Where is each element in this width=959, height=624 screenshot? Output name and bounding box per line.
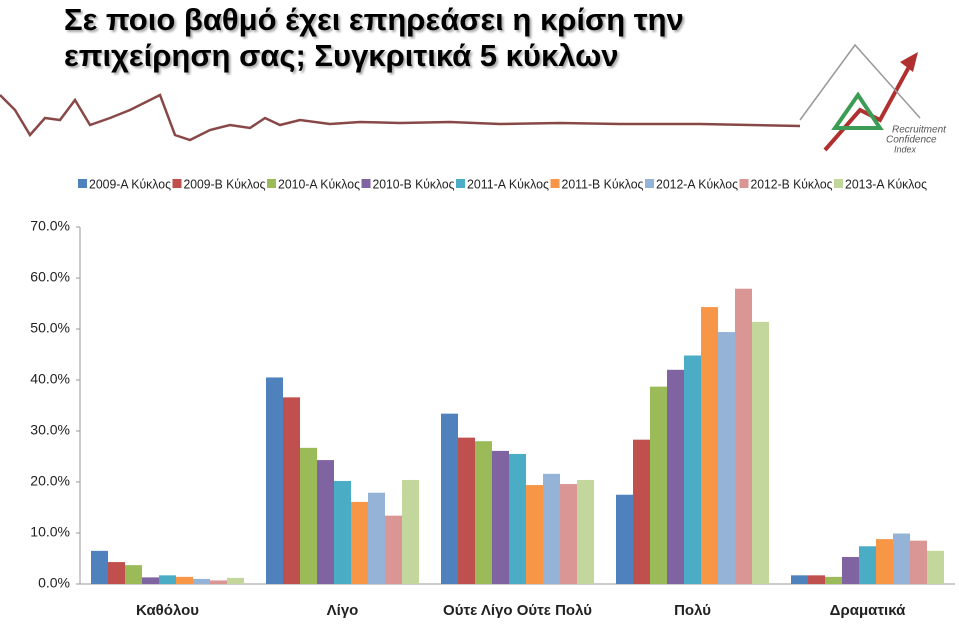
y-tick-label: 10.0%	[30, 524, 70, 540]
bar	[91, 550, 108, 584]
legend-label: 2011-Α Κύκλος	[467, 176, 549, 191]
bar	[560, 484, 577, 584]
bar	[543, 473, 560, 584]
legend-swatch	[550, 179, 560, 188]
bar	[577, 479, 594, 584]
bar	[684, 355, 701, 584]
bar	[616, 494, 633, 584]
bar	[475, 441, 492, 584]
bar	[441, 413, 458, 584]
bar	[492, 450, 509, 584]
legend-swatch	[78, 179, 87, 188]
x-tick-label: Ούτε Λίγο Ούτε Πολύ	[443, 602, 592, 619]
bar	[650, 386, 667, 584]
bar	[266, 377, 283, 584]
bar	[876, 539, 893, 584]
bar	[752, 321, 769, 584]
bar	[108, 562, 125, 584]
bar	[334, 480, 351, 584]
bar	[825, 576, 842, 584]
legend-swatch	[645, 179, 654, 188]
bar	[791, 575, 808, 584]
legend-label: 2009-Β Κύκλος	[184, 176, 266, 191]
bar	[300, 447, 317, 584]
x-tick-label: Δραματικά	[830, 602, 906, 619]
legend-swatch	[739, 179, 749, 188]
y-tick-label: 50.0%	[30, 320, 70, 336]
bar	[210, 580, 227, 584]
x-tick-label: Λίγο	[327, 602, 359, 619]
legend-label: 2010-Β Κύκλος	[373, 176, 455, 191]
bar	[859, 546, 876, 584]
bar	[176, 576, 193, 584]
bar	[701, 307, 718, 584]
decorative-line	[0, 93, 801, 142]
logo-triangle	[831, 91, 884, 130]
bar	[227, 577, 244, 584]
bar	[927, 550, 944, 584]
bar	[317, 460, 334, 584]
y-tick-label: 60.0%	[30, 269, 70, 285]
bar	[402, 479, 419, 584]
bar	[283, 397, 300, 584]
y-tick-label: 70.0%	[30, 218, 70, 234]
bar	[735, 288, 752, 584]
bar	[351, 501, 368, 584]
legend-label: 2009-Α Κύκλος	[89, 176, 171, 191]
legend-label: 2010-Α Κύκλος	[278, 176, 360, 191]
bar	[458, 437, 475, 584]
legend-label: 2012-Β Κύκλος	[751, 176, 833, 191]
bar	[893, 533, 910, 584]
legend-swatch	[172, 179, 182, 188]
bar	[193, 578, 210, 584]
bar	[667, 369, 684, 584]
legend-swatch	[267, 179, 276, 188]
bar	[633, 439, 650, 584]
y-tick-label: 40.0%	[30, 371, 70, 387]
bar	[526, 485, 543, 584]
y-tick-label: 20.0%	[30, 473, 70, 489]
logo-text: Recruitment	[892, 125, 947, 136]
bar	[125, 565, 142, 584]
logo-text: Index	[894, 144, 917, 154]
logo-text: Confidence	[886, 135, 937, 146]
bar	[385, 515, 402, 584]
y-tick-label: 0.0%	[38, 575, 70, 591]
legend-swatch	[361, 179, 371, 188]
bar	[142, 577, 159, 584]
chart-title: Σε ποιο βαθμό έχει επηρεάσει η κρίση την…	[64, 2, 684, 73]
bar	[159, 575, 176, 584]
legend-label: 2013-Α Κύκλος	[845, 176, 927, 191]
logo-frame	[799, 43, 921, 121]
x-tick-label: Καθόλου	[136, 602, 199, 619]
bar	[808, 575, 825, 584]
legend-swatch	[456, 179, 465, 188]
bar	[368, 492, 385, 584]
bar	[509, 453, 526, 584]
legend-label: 2012-Α Κύκλος	[656, 176, 738, 191]
legend-swatch	[834, 179, 843, 188]
y-tick-label: 30.0%	[30, 422, 70, 438]
legend-label: 2011-Β Κύκλος	[562, 176, 644, 191]
logo-arrowhead	[900, 52, 918, 72]
x-tick-label: Πολύ	[674, 602, 711, 619]
bar	[718, 332, 735, 584]
bar	[910, 540, 927, 584]
bar	[842, 556, 859, 584]
